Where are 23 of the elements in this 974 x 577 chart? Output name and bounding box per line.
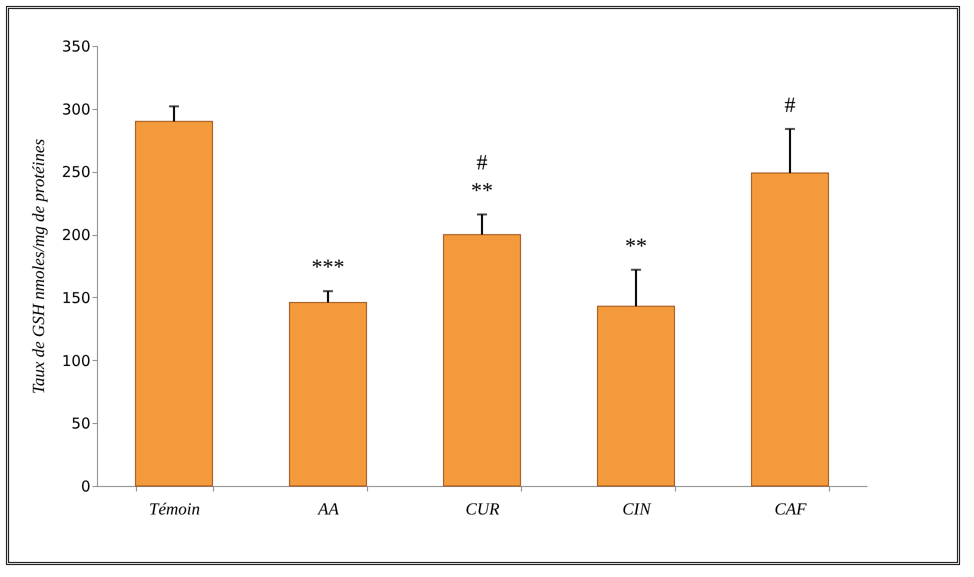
x-tick-label: CIN — [622, 500, 652, 518]
data-label: # ** — [471, 149, 493, 202]
data-label: # — [784, 92, 796, 117]
x-tick-label: Témoin — [149, 500, 200, 518]
x-tick-label: AA — [317, 500, 340, 518]
y-tick-label: 0 — [80, 478, 90, 496]
y-tick-label: 150 — [62, 288, 90, 307]
x-tick-label: CUR — [466, 500, 500, 518]
data-label: ** — [625, 232, 647, 258]
y-tick-label: 350 — [62, 38, 90, 56]
y-tick-label: 250 — [62, 163, 90, 182]
y-tick-label: 300 — [62, 100, 90, 118]
x-tick-label: CAF — [774, 500, 808, 518]
bar — [443, 234, 521, 486]
y-tick-label: 200 — [62, 226, 90, 244]
data-label: *** — [312, 254, 344, 280]
bar — [289, 302, 367, 486]
y-axis-title: Taux de GSH nmoles/mg de protéines — [28, 138, 48, 394]
bar — [751, 172, 829, 486]
bar — [597, 306, 675, 486]
y-tick-label: 100 — [62, 352, 90, 370]
bar — [135, 120, 213, 486]
y-tick-label: 50 — [71, 414, 90, 433]
